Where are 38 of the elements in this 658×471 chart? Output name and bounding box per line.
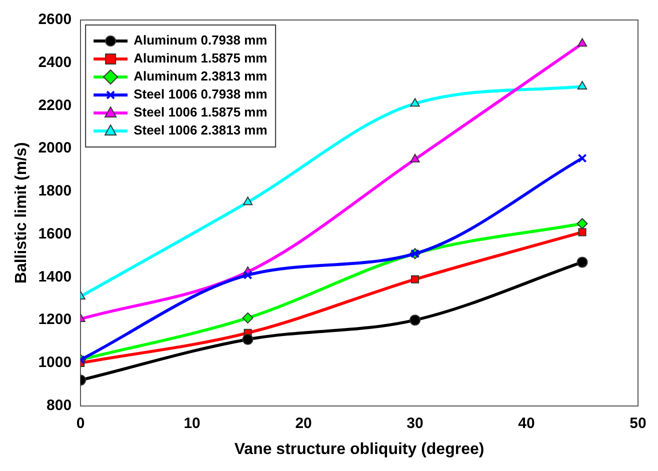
point <box>242 334 254 345</box>
point <box>410 314 421 326</box>
point <box>242 196 253 206</box>
y-tick-label: 800 <box>46 396 72 414</box>
y-tick-label: 1400 <box>38 268 72 286</box>
point <box>410 275 420 284</box>
x-tick-label: 30 <box>406 414 424 432</box>
legend-label: Aluminum 1.5875 mm <box>134 50 268 66</box>
y-tick-label: 1000 <box>38 354 72 372</box>
x-tick-label: 10 <box>184 414 200 432</box>
y-tick-label: 2400 <box>38 54 72 72</box>
legend-label: Steel 1006 2.3813 mm <box>134 122 268 138</box>
legend-label: Aluminum 2.3813 mm <box>134 68 268 84</box>
x-tick-label: 50 <box>630 414 646 432</box>
point <box>410 154 420 162</box>
y-tick-label: 2600 <box>38 11 72 28</box>
point <box>577 38 588 47</box>
x-tick-label: 40 <box>518 414 535 432</box>
y-tick-label: 1800 <box>38 182 72 200</box>
point <box>242 312 254 324</box>
x-tick-label: 20 <box>295 414 312 432</box>
point <box>578 228 586 236</box>
legend-label: Steel 1006 1.5875 mm <box>134 104 268 120</box>
y-tick-label: 2200 <box>38 96 72 114</box>
y-axis-title: Ballistic limit (m/s) <box>13 142 30 284</box>
y-tick-label: 1600 <box>38 225 72 242</box>
point <box>578 154 587 163</box>
point <box>576 218 588 230</box>
point <box>410 98 420 107</box>
y-tick-label: 1200 <box>38 311 72 328</box>
legend-label: Aluminum 0.7938 mm <box>134 32 268 48</box>
point <box>577 80 588 90</box>
x-axis-title: Vane structure obliquity (degree) <box>234 440 484 458</box>
y-tick-label: 2000 <box>38 140 72 157</box>
point <box>576 256 588 268</box>
point <box>243 270 252 280</box>
x-tick-label: 0 <box>76 414 85 432</box>
legend-label: Steel 1006 0.7938 mm <box>134 86 268 102</box>
